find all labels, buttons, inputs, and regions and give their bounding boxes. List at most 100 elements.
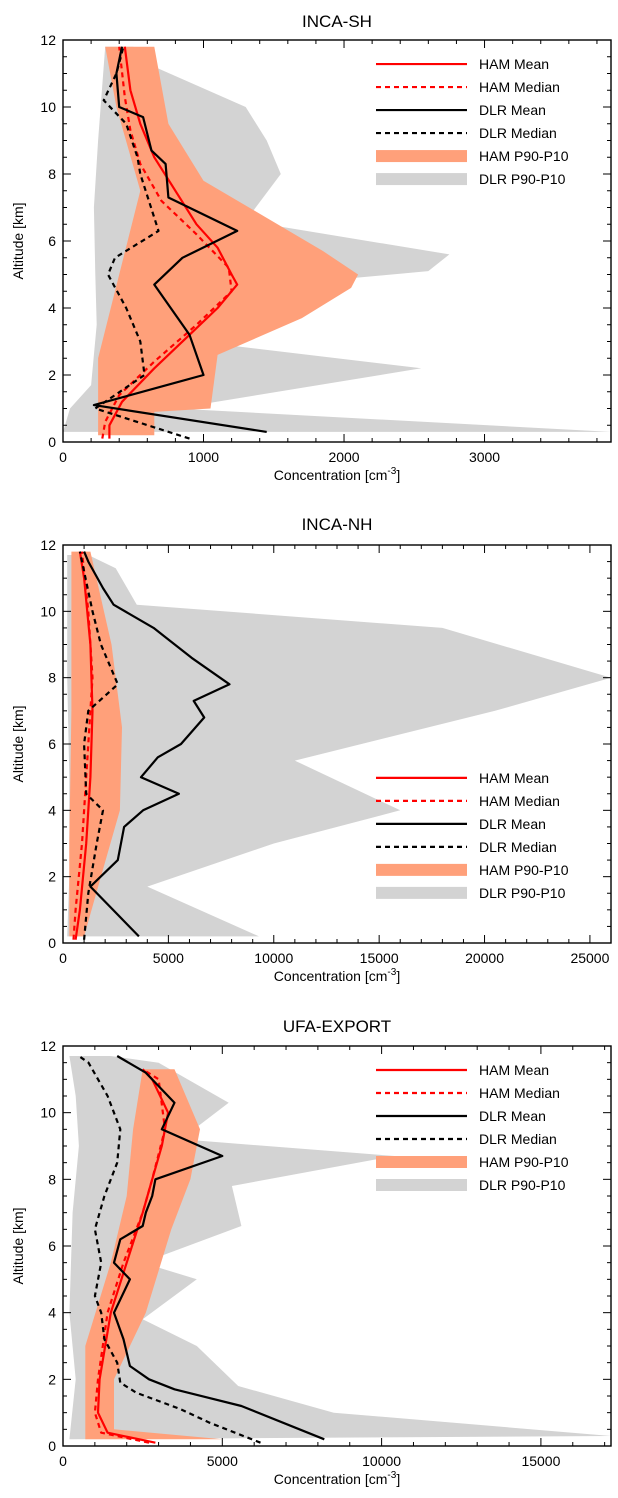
- legend-label-dlr-p90-p10: DLR P90-P10: [479, 171, 566, 187]
- series-line-ham-median: [93, 1068, 167, 1444]
- y-axis-label: Altitude [km]: [10, 705, 26, 782]
- x-tick-label: 25000: [570, 950, 609, 966]
- series-line-ham-mean: [108, 46, 239, 439]
- series-line-ham-mean: [96, 1068, 170, 1444]
- band-ham-p90-p10: [98, 46, 359, 436]
- legend-label-dlr-median: DLR Median: [479, 125, 557, 141]
- panel-inca-sh: 0 1000 2000 3000 0 2 4 6 8 10 12 INCA-SH Concentrati…: [10, 12, 612, 483]
- legend-swatch-dlr-p90-p10: [376, 1179, 467, 1191]
- legend-swatch-ham-p90-p10: [376, 1156, 467, 1168]
- x-axis-label-superscript: -3: [387, 967, 396, 978]
- legend-label-dlr-p90-p10: DLR P90-P10: [479, 1177, 566, 1193]
- legend-label-ham-median: HAM Median: [479, 793, 560, 809]
- legend: HAM Mean HAM Median DLR Mean DLR Median HAM …: [376, 1062, 569, 1193]
- series-line-dlr-median: [78, 1055, 261, 1444]
- x-tick-label: 0: [59, 950, 67, 966]
- legend-label-dlr-median: DLR Median: [479, 1131, 557, 1147]
- legend-label-ham-p90-p10: HAM P90-P10: [479, 148, 569, 164]
- legend-label-ham-median: HAM Median: [479, 79, 560, 95]
- series-line-ham-median: [72, 551, 94, 940]
- series-line-dlr-median: [94, 46, 190, 440]
- x-axis-label: Concentration [cm-3]: [274, 1470, 400, 1487]
- panel-ufa-export: 0 5000 10000 15000 0 2 4 6 8 10 12 UFA-EXPORT Concen…: [10, 1017, 612, 1487]
- legend-swatch-ham-p90-p10: [376, 863, 467, 876]
- x-axis-label-tail: ]: [396, 1471, 400, 1487]
- legend-label-dlr-median: DLR Median: [479, 839, 557, 855]
- panel-inca-nh: 0 5000 10000 15000 20000 25000 0 2 4 6 8 10 12 INCA-N…: [10, 515, 612, 984]
- legend-label-ham-p90-p10: HAM P90-P10: [479, 1154, 569, 1170]
- y-tick-label: 4: [48, 300, 56, 316]
- legend-swatch-dlr-p90-p10: [376, 173, 467, 186]
- x-axis-label-main: Concentration [cm: [274, 968, 388, 984]
- legend-label-ham-mean: HAM Mean: [479, 1062, 549, 1078]
- x-tick-label: 5000: [153, 950, 184, 966]
- series-line-dlr-mean: [92, 46, 267, 433]
- legend-label-ham-median: HAM Median: [479, 1085, 560, 1101]
- chart-title: INCA-NH: [302, 515, 373, 534]
- x-axis-label-superscript: -3: [387, 466, 396, 477]
- y-tick-label: 6: [48, 736, 56, 752]
- plot-area: [67, 551, 611, 940]
- y-axis-label: Altitude [km]: [10, 1207, 26, 1284]
- y-tick-label: 2: [48, 367, 56, 383]
- x-tick-label: 15000: [360, 950, 399, 966]
- x-tick-label: 0: [59, 449, 67, 465]
- x-axis-label-main: Concentration [cm: [274, 467, 388, 483]
- x-tick-label: 15000: [521, 1453, 560, 1469]
- x-tick-label: 0: [59, 1453, 67, 1469]
- y-tick-label: 2: [48, 1371, 56, 1387]
- y-tick-label: 12: [40, 537, 56, 553]
- band-dlr-p90-p10: [63, 46, 611, 432]
- y-axis-label: Altitude [km]: [10, 202, 26, 279]
- y-tick-label: 0: [48, 1438, 56, 1454]
- legend-swatch-ham-p90-p10: [376, 150, 467, 163]
- legend-label-dlr-mean: DLR Mean: [479, 102, 546, 118]
- legend-label-ham-mean: HAM Mean: [479, 56, 549, 72]
- y-tick-label: 12: [40, 1038, 56, 1054]
- x-tick-label: 20000: [465, 950, 504, 966]
- y-tick-label: 12: [40, 32, 56, 48]
- x-tick-label: 10000: [254, 950, 293, 966]
- plot-area: [63, 46, 611, 440]
- x-axis-label-main: Concentration [cm: [274, 1471, 388, 1487]
- x-axis-label: Concentration [cm-3]: [274, 967, 400, 984]
- legend-swatch-dlr-p90-p10: [376, 886, 467, 899]
- series-line-dlr-mean: [112, 1055, 325, 1441]
- y-tick-label: 4: [48, 1305, 56, 1321]
- legend-label-ham-p90-p10: HAM P90-P10: [479, 862, 569, 878]
- legend-label-dlr-mean: DLR Mean: [479, 1108, 546, 1124]
- y-tick-label: 8: [48, 166, 56, 182]
- legend-label-dlr-mean: DLR Mean: [479, 816, 546, 832]
- y-tick-label: 6: [48, 1238, 56, 1254]
- series-line-ham-median: [101, 46, 233, 439]
- y-tick-label: 2: [48, 869, 56, 885]
- band-dlr-p90-p10: [67, 555, 611, 937]
- plot-area: [69, 1055, 611, 1444]
- chart-title: UFA-EXPORT: [283, 1017, 391, 1036]
- x-tick-label: 1000: [188, 449, 219, 465]
- x-axis-label-tail: ]: [396, 467, 400, 483]
- x-tick-label: 5000: [207, 1453, 238, 1469]
- y-tick-label: 4: [48, 802, 56, 818]
- x-axis-label: Concentration [cm-3]: [274, 466, 400, 483]
- x-tick-label: 3000: [469, 449, 500, 465]
- y-tick-label: 10: [40, 99, 56, 115]
- y-tick-label: 0: [48, 935, 56, 951]
- legend: HAM Mean HAM Median DLR Mean DLR Median HAM …: [376, 56, 569, 187]
- x-tick-label: 10000: [362, 1453, 401, 1469]
- y-tick-label: 10: [40, 603, 56, 619]
- x-axis-label-tail: ]: [396, 968, 400, 984]
- band-ham-p90-p10: [85, 1069, 223, 1440]
- series-line-dlr-mean: [83, 551, 231, 938]
- y-tick-label: 8: [48, 670, 56, 686]
- y-tick-label: 0: [48, 434, 56, 450]
- y-tick-label: 10: [40, 1105, 56, 1121]
- x-tick-label: 2000: [328, 449, 359, 465]
- legend-label-dlr-p90-p10: DLR P90-P10: [479, 885, 566, 901]
- y-tick-label: 8: [48, 1171, 56, 1187]
- y-tick-label: 6: [48, 233, 56, 249]
- legend: HAM Mean HAM Median DLR Mean DLR Median HAM …: [376, 770, 569, 901]
- legend-label-ham-mean: HAM Mean: [479, 770, 549, 786]
